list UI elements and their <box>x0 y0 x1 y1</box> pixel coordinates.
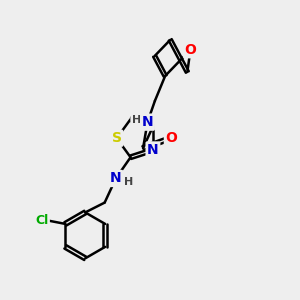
Text: O: O <box>184 43 196 57</box>
Text: O: O <box>165 131 177 145</box>
Text: S: S <box>112 131 122 145</box>
Text: Cl: Cl <box>35 214 48 227</box>
Text: N: N <box>142 115 153 129</box>
Text: N: N <box>147 143 159 157</box>
Text: H: H <box>124 177 134 187</box>
Text: N: N <box>110 172 122 185</box>
Text: H: H <box>132 115 141 125</box>
